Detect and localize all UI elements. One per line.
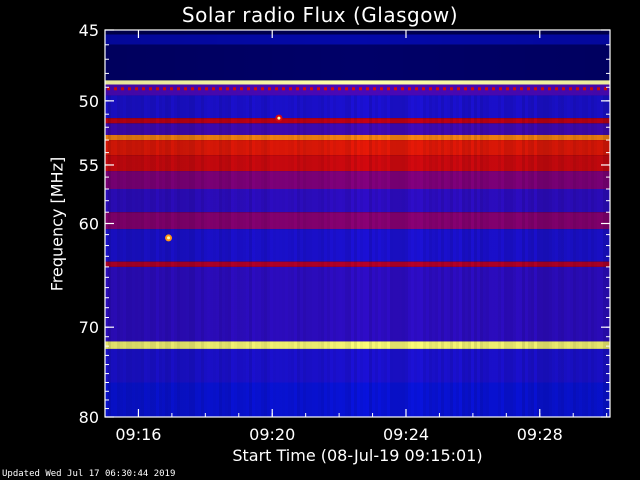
x-tick-label: 09:28: [517, 425, 563, 444]
y-tick-label: 80: [79, 408, 99, 427]
spectrogram-texture: [105, 30, 612, 417]
y-tick-label: 45: [79, 21, 99, 40]
y-axis: 45 50 55 60 70 80: [79, 21, 610, 427]
texture-shade: [105, 30, 610, 417]
x-axis: 09:16 09:20 09:24 09:28: [104, 30, 608, 444]
burst-spot-core: [277, 116, 281, 120]
x-axis-label: Start Time (08-Jul-19 09:15:01): [232, 446, 483, 465]
spectrogram-spots: [165, 114, 283, 242]
y-tick-label: 55: [79, 156, 99, 175]
y-tick-label: 60: [79, 215, 99, 234]
y-axis-label: Frequency [MHz]: [47, 156, 67, 292]
y-tick-label: 50: [79, 92, 99, 111]
updated-timestamp: Updated Wed Jul 17 06:30:44 2019: [2, 469, 176, 479]
burst-spot-core: [167, 236, 171, 240]
chart-title: Solar radio Flux (Glasgow): [181, 3, 459, 27]
x-tick-label: 09:24: [383, 425, 429, 444]
x-tick-label: 09:20: [249, 425, 295, 444]
x-tick-label: 09:16: [115, 425, 161, 444]
y-tick-label: 70: [79, 318, 99, 337]
